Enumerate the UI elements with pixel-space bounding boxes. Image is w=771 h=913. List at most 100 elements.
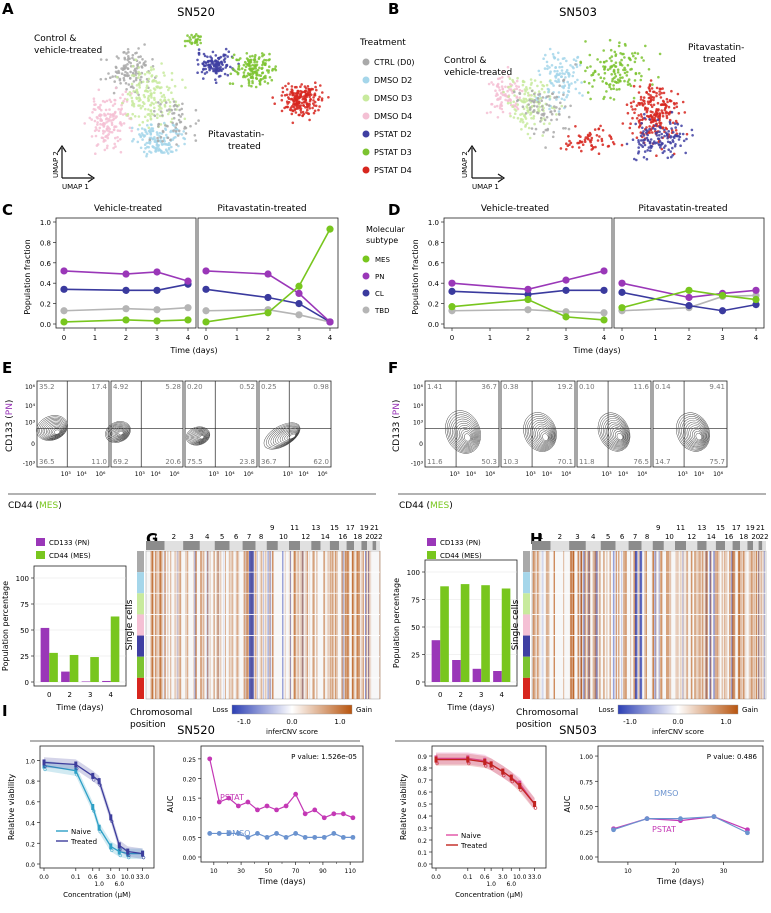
cnv-stripe xyxy=(267,551,270,699)
umap-point xyxy=(149,103,153,107)
umap-point xyxy=(154,148,158,152)
legend-dot-pstat2 xyxy=(362,130,370,138)
umap-point xyxy=(589,140,592,144)
cnv-stripe xyxy=(690,551,693,699)
cnv-stripe xyxy=(342,551,344,699)
umap-point xyxy=(181,78,184,82)
umap-point xyxy=(135,84,139,87)
y-tick-label: 0.1 xyxy=(417,850,427,857)
cnv-stripe xyxy=(345,551,347,699)
umap-point xyxy=(232,53,236,57)
umap-point xyxy=(617,44,621,48)
cnv-stripe xyxy=(659,551,661,699)
umap-point xyxy=(149,133,153,136)
umap-point xyxy=(509,101,512,105)
cnv-stripe xyxy=(730,551,733,699)
umap-point xyxy=(158,114,162,118)
flow-contour xyxy=(288,433,296,439)
series-line-tbd xyxy=(205,308,331,323)
umap-point xyxy=(665,116,669,120)
viability-replicate xyxy=(110,819,114,824)
viability-point-naive xyxy=(109,843,113,850)
viability-point-treated xyxy=(501,768,505,775)
y-tick-label: 75 xyxy=(20,601,29,609)
cnv-loss-label: Loss xyxy=(599,706,615,714)
umap-point xyxy=(623,79,626,83)
flow-x-tick: 10⁴ xyxy=(618,471,629,478)
umap-point xyxy=(264,74,267,78)
chromosome-band xyxy=(289,541,301,550)
umap-point xyxy=(590,148,593,151)
umap-point xyxy=(570,82,573,85)
cnv-stripe xyxy=(748,551,751,699)
cnv-stripe xyxy=(717,551,720,699)
umap-point xyxy=(108,98,111,102)
umap-point xyxy=(174,126,177,129)
umap-point xyxy=(506,99,510,102)
umap-point xyxy=(139,78,142,82)
series-point-cl xyxy=(524,290,532,299)
umap-point xyxy=(157,101,160,104)
umap-point xyxy=(107,72,110,75)
umap-point xyxy=(501,110,505,114)
umap-point xyxy=(121,68,125,71)
umap-point xyxy=(127,55,130,58)
umap-point xyxy=(504,98,507,102)
x-tick-label: 4 xyxy=(602,334,607,342)
viability-replicate xyxy=(435,761,439,766)
umap-point xyxy=(618,73,622,77)
panel-letter-i: I xyxy=(2,702,8,720)
chromosome-label: 21 xyxy=(756,524,765,532)
umap-point xyxy=(657,134,661,137)
y-tick-label: 75 xyxy=(411,597,420,605)
umap-point xyxy=(151,129,155,133)
cnv-ylabel: Single cells xyxy=(125,599,135,650)
umap-point xyxy=(294,107,297,110)
cnv-stripe xyxy=(763,551,765,699)
cnv-stripe xyxy=(538,551,541,699)
umap-point xyxy=(525,122,529,125)
umap-point xyxy=(193,36,196,39)
flow-x-tick: 10⁴ xyxy=(77,471,88,478)
flow-q-bl: 11.8 xyxy=(579,458,595,466)
umap-point xyxy=(506,101,510,105)
y-tick-label: 0.4 xyxy=(417,814,427,821)
umap-point xyxy=(149,151,153,154)
flow-frame xyxy=(184,380,258,468)
umap-point xyxy=(154,138,157,141)
umap-point xyxy=(567,75,571,78)
umap-point xyxy=(308,118,311,122)
umap-point xyxy=(119,150,123,154)
cnv-stripe xyxy=(755,551,758,699)
umap-a-scatter xyxy=(83,33,330,158)
umap-point xyxy=(487,82,491,86)
umap-point xyxy=(547,88,551,91)
umap-point xyxy=(668,141,672,144)
umap-point xyxy=(545,60,549,64)
flow-contour xyxy=(445,410,481,454)
umap-point xyxy=(652,124,655,127)
umap-point xyxy=(202,68,205,71)
treatment-legend: CTRL (D0) DMSO D2 DMSO D3 DMSO D4 PSTAT … xyxy=(362,58,415,175)
cnv-stripe xyxy=(299,551,301,699)
umap-point xyxy=(642,134,646,137)
cnv-stripe xyxy=(363,551,364,699)
series-point-cl xyxy=(562,286,570,294)
umap-point xyxy=(130,96,134,100)
cnv-stripe xyxy=(621,551,623,699)
chromosome-label: 9 xyxy=(656,524,660,532)
umap-point xyxy=(633,157,636,161)
umap-point xyxy=(637,91,641,94)
umap-point xyxy=(122,64,126,68)
legend-label-ctrl: CTRL (D0) xyxy=(374,58,415,67)
flow-contour xyxy=(188,428,209,445)
umap-point xyxy=(521,105,525,108)
umap-point xyxy=(299,107,303,110)
umap-point xyxy=(507,75,510,78)
flow-q-bl: 75.5 xyxy=(187,458,203,466)
umap-point xyxy=(142,150,146,154)
umap-point xyxy=(145,80,149,84)
auc-ylabel: AUC xyxy=(563,795,572,812)
flow-contour xyxy=(193,431,207,442)
umap-point xyxy=(620,58,623,62)
